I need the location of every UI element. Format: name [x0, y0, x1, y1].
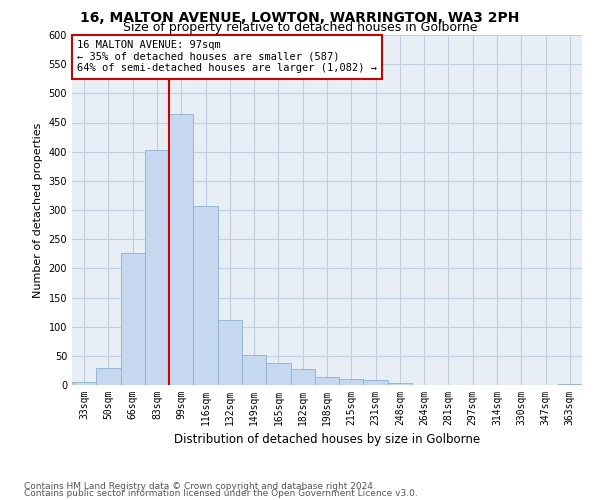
X-axis label: Distribution of detached houses by size in Golborne: Distribution of detached houses by size … — [174, 434, 480, 446]
Bar — [388, 383, 412, 385]
Y-axis label: Number of detached properties: Number of detached properties — [33, 122, 43, 298]
Bar — [242, 354, 266, 385]
Bar — [218, 320, 242, 385]
Text: Contains HM Land Registry data © Crown copyright and database right 2024.: Contains HM Land Registry data © Crown c… — [24, 482, 376, 491]
Bar — [266, 363, 290, 385]
Text: Size of property relative to detached houses in Golborne: Size of property relative to detached ho… — [123, 21, 477, 34]
Bar — [72, 382, 96, 385]
Bar — [96, 368, 121, 385]
Bar — [121, 252, 145, 385]
Bar — [315, 378, 339, 385]
Bar — [169, 114, 193, 385]
Bar — [290, 369, 315, 385]
Bar — [558, 384, 582, 385]
Bar — [364, 380, 388, 385]
Text: 16, MALTON AVENUE, LOWTON, WARRINGTON, WA3 2PH: 16, MALTON AVENUE, LOWTON, WARRINGTON, W… — [80, 11, 520, 25]
Bar — [145, 150, 169, 385]
Text: 16 MALTON AVENUE: 97sqm
← 35% of detached houses are smaller (587)
64% of semi-d: 16 MALTON AVENUE: 97sqm ← 35% of detache… — [77, 40, 377, 74]
Text: Contains public sector information licensed under the Open Government Licence v3: Contains public sector information licen… — [24, 489, 418, 498]
Bar — [193, 206, 218, 385]
Bar — [339, 378, 364, 385]
